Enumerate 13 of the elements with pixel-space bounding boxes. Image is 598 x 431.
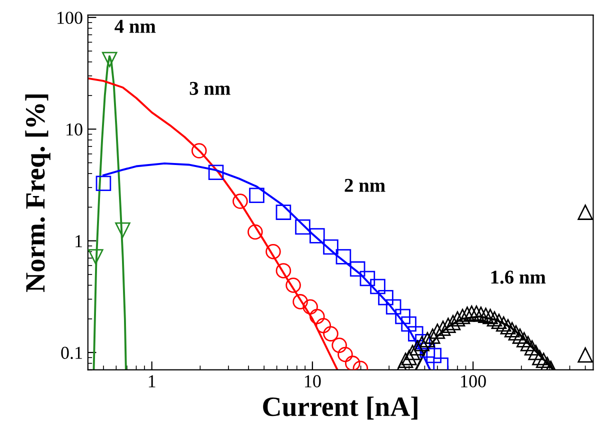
annotation: 1.6 nm <box>491 270 546 284</box>
annotation: 3 nm <box>190 82 230 95</box>
x-tick-label: 1 <box>148 375 156 388</box>
x-tick-label: 10 <box>304 375 321 388</box>
annotation: 4 nm <box>114 20 156 33</box>
x-axis-title: Current [nA] <box>263 396 418 420</box>
y-tick-label: 100 <box>58 12 82 24</box>
y-tick-label: 10 <box>66 123 82 136</box>
y-tick-label: 0.1 <box>61 346 82 360</box>
y-tick-label: 1 <box>76 235 82 248</box>
annotation: 2 nm <box>344 178 386 192</box>
x-tick-label: 100 <box>461 375 486 388</box>
y-axis-title: Norm. Freq. [%] <box>25 94 50 292</box>
